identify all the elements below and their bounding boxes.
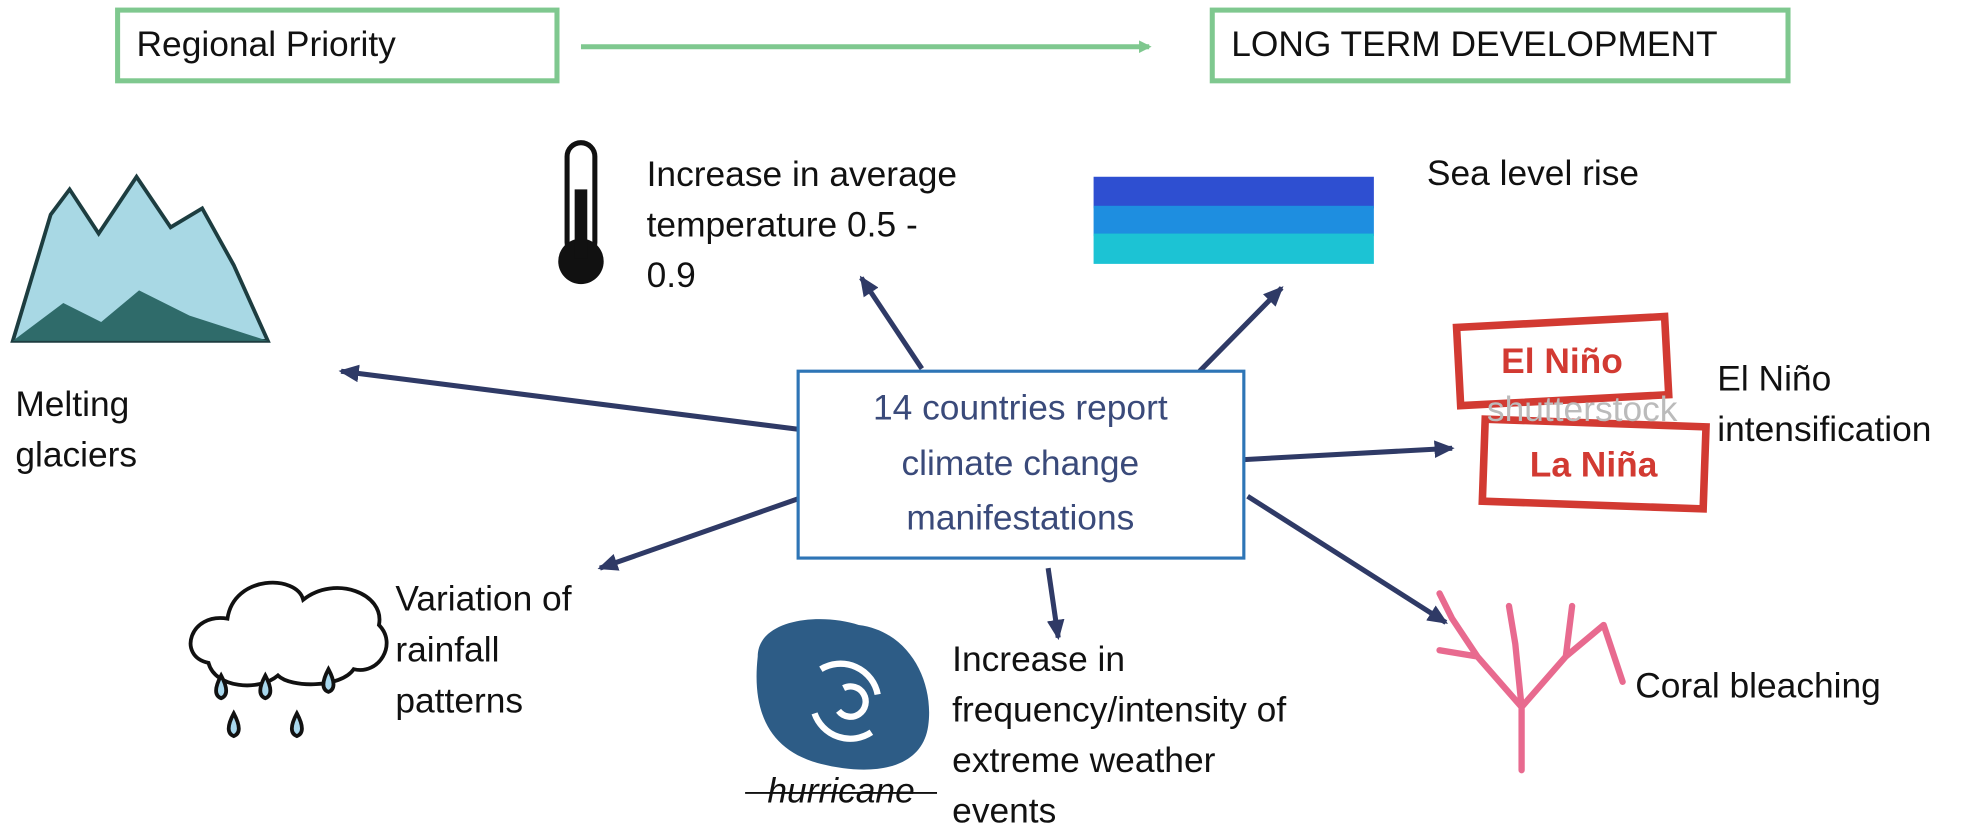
hurricane-caption: hurricane: [767, 771, 914, 810]
node-label: Coral bleaching: [1635, 666, 1881, 705]
waves-icon: [1094, 177, 1374, 264]
diagram: Regional Priority LONG TERM DEVELOPMENT …: [0, 0, 1970, 827]
hurricane-icon: hurricane: [745, 619, 937, 810]
node-label: El Niño: [1717, 360, 1831, 399]
rain-icon: [191, 583, 387, 736]
arrow: [861, 278, 922, 369]
node-label: patterns: [395, 682, 523, 721]
node-label: extreme weather: [952, 741, 1215, 780]
node-label: 0.9: [647, 256, 696, 295]
node-label: glaciers: [15, 435, 137, 474]
stamp-text: El Niño: [1501, 342, 1623, 381]
node-label: Sea level rise: [1427, 154, 1639, 193]
center-label: climate change: [901, 444, 1139, 483]
stamp-text: La Niña: [1530, 446, 1658, 485]
node-label: Variation of: [395, 579, 571, 618]
node-label: temperature 0.5 -: [647, 206, 918, 245]
watermark: shutterstock: [1487, 390, 1678, 429]
center-label: 14 countries report: [873, 389, 1168, 428]
node-label: Increase in: [952, 640, 1125, 679]
center-label: manifestations: [906, 499, 1134, 538]
coral-icon: [1440, 593, 1623, 770]
priority-label: Regional Priority: [137, 25, 397, 64]
node-label: frequency/intensity of: [952, 690, 1286, 729]
node-label: rainfall: [395, 630, 499, 669]
arrow: [1248, 496, 1446, 622]
node-label: events: [952, 791, 1056, 827]
node-label: Melting: [15, 385, 129, 424]
arrow: [1048, 568, 1058, 637]
arrow: [600, 499, 798, 568]
arrow: [1244, 448, 1452, 459]
node-label: Increase in average: [647, 155, 957, 194]
node-label: intensification: [1717, 410, 1931, 449]
page: Regional Priority LONG TERM DEVELOPMENT …: [0, 0, 1970, 827]
arrow: [341, 371, 798, 429]
stamp-icon: El Niño La Niña shutterstock: [1457, 317, 1706, 509]
thermometer-icon: [558, 143, 603, 284]
mountain-icon: [13, 177, 268, 341]
arrow: [1200, 288, 1282, 371]
development-label: LONG TERM DEVELOPMENT: [1231, 25, 1717, 64]
